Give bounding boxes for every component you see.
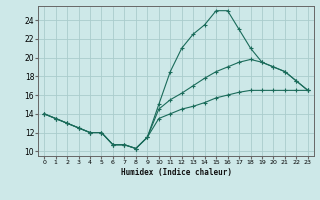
X-axis label: Humidex (Indice chaleur): Humidex (Indice chaleur) [121, 168, 231, 177]
